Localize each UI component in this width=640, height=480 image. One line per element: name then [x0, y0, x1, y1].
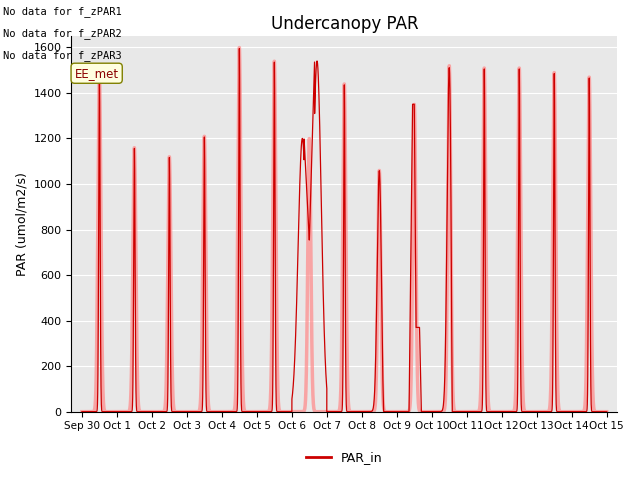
Y-axis label: PAR (umol/m2/s): PAR (umol/m2/s) [15, 172, 28, 276]
Text: No data for f_zPAR1: No data for f_zPAR1 [3, 6, 122, 17]
Title: Undercanopy PAR: Undercanopy PAR [271, 15, 418, 33]
Text: No data for f_zPAR3: No data for f_zPAR3 [3, 49, 122, 60]
Text: No data for f_zPAR2: No data for f_zPAR2 [3, 28, 122, 39]
Text: EE_met: EE_met [75, 67, 119, 80]
Legend: PAR_in: PAR_in [301, 446, 388, 469]
